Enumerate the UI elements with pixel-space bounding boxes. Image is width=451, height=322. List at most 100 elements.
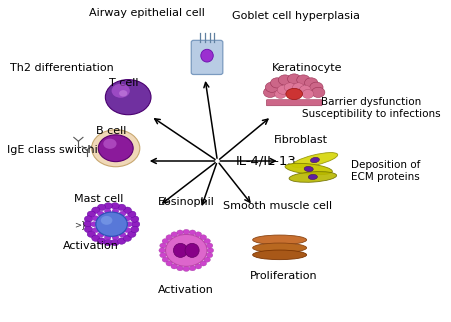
- Circle shape: [263, 87, 276, 98]
- Text: Keratinocyte: Keratinocyte: [271, 63, 341, 73]
- Ellipse shape: [184, 243, 199, 257]
- FancyBboxPatch shape: [191, 40, 222, 74]
- Circle shape: [183, 266, 189, 271]
- Circle shape: [292, 83, 304, 92]
- Circle shape: [98, 135, 133, 162]
- Text: Deposition of
ECM proteins: Deposition of ECM proteins: [350, 160, 419, 182]
- Circle shape: [96, 212, 127, 236]
- Ellipse shape: [291, 153, 337, 167]
- Text: T cell: T cell: [109, 78, 138, 88]
- Text: Proliferation: Proliferation: [249, 271, 317, 281]
- Ellipse shape: [285, 163, 331, 175]
- Circle shape: [299, 85, 310, 94]
- Text: >}: >}: [74, 220, 87, 229]
- Circle shape: [104, 239, 112, 246]
- Circle shape: [104, 203, 112, 209]
- Circle shape: [123, 235, 131, 242]
- Circle shape: [104, 209, 111, 214]
- Circle shape: [131, 221, 139, 227]
- Circle shape: [296, 75, 309, 85]
- Circle shape: [105, 80, 151, 115]
- Circle shape: [119, 232, 125, 237]
- Circle shape: [92, 216, 99, 221]
- Circle shape: [176, 266, 183, 271]
- Circle shape: [92, 207, 100, 213]
- Circle shape: [270, 78, 283, 88]
- Circle shape: [110, 239, 119, 246]
- Circle shape: [159, 253, 166, 258]
- Circle shape: [206, 253, 212, 258]
- Circle shape: [130, 226, 138, 232]
- Circle shape: [127, 231, 136, 237]
- Circle shape: [301, 90, 313, 99]
- Circle shape: [84, 226, 92, 232]
- Ellipse shape: [310, 157, 319, 163]
- Circle shape: [170, 264, 177, 269]
- Text: Th2 differentiation: Th2 differentiation: [10, 63, 113, 73]
- Circle shape: [103, 139, 116, 149]
- Text: B cell: B cell: [96, 126, 126, 136]
- Circle shape: [311, 87, 324, 98]
- Circle shape: [159, 243, 166, 248]
- Text: IgE class switching: IgE class switching: [7, 145, 112, 155]
- Circle shape: [159, 248, 165, 253]
- Circle shape: [92, 235, 100, 242]
- Circle shape: [92, 227, 99, 232]
- Circle shape: [287, 74, 300, 84]
- Circle shape: [117, 238, 125, 244]
- Circle shape: [101, 216, 112, 225]
- Ellipse shape: [285, 88, 302, 99]
- Circle shape: [284, 83, 295, 92]
- Circle shape: [119, 90, 127, 97]
- Circle shape: [97, 211, 104, 216]
- Circle shape: [87, 231, 95, 237]
- Text: Barrier dysfunction
Susceptibility to infections: Barrier dysfunction Susceptibility to in…: [301, 97, 439, 119]
- Circle shape: [309, 82, 322, 92]
- Circle shape: [97, 204, 106, 211]
- Text: Smooth muscle cell: Smooth muscle cell: [222, 201, 331, 211]
- Circle shape: [165, 234, 207, 266]
- Circle shape: [176, 230, 183, 235]
- Ellipse shape: [252, 243, 306, 253]
- Circle shape: [203, 257, 210, 262]
- Text: Fibroblast: Fibroblast: [273, 135, 327, 145]
- Circle shape: [189, 230, 195, 235]
- Circle shape: [183, 229, 189, 234]
- Ellipse shape: [252, 250, 306, 260]
- Circle shape: [125, 222, 132, 227]
- Text: Goblet cell hyperplasia: Goblet cell hyperplasia: [232, 11, 359, 21]
- Circle shape: [87, 211, 95, 217]
- Circle shape: [276, 85, 288, 94]
- Circle shape: [199, 261, 206, 266]
- Circle shape: [162, 257, 168, 262]
- Circle shape: [265, 82, 278, 92]
- Circle shape: [194, 264, 201, 269]
- Circle shape: [166, 261, 172, 266]
- Ellipse shape: [308, 175, 317, 180]
- Circle shape: [112, 209, 119, 214]
- Circle shape: [304, 78, 317, 88]
- Ellipse shape: [200, 49, 213, 62]
- Ellipse shape: [252, 235, 306, 245]
- Circle shape: [104, 235, 111, 240]
- Circle shape: [124, 227, 130, 232]
- Circle shape: [123, 207, 131, 213]
- Circle shape: [194, 232, 201, 237]
- Circle shape: [112, 235, 119, 240]
- Circle shape: [203, 239, 210, 244]
- Circle shape: [97, 238, 106, 244]
- Circle shape: [124, 216, 130, 221]
- Circle shape: [207, 248, 213, 253]
- Circle shape: [206, 243, 212, 248]
- Circle shape: [117, 204, 125, 211]
- Circle shape: [130, 216, 138, 222]
- Circle shape: [199, 235, 206, 240]
- Circle shape: [189, 266, 195, 271]
- Circle shape: [166, 235, 172, 240]
- Circle shape: [83, 221, 92, 227]
- Circle shape: [278, 75, 291, 85]
- Circle shape: [92, 130, 139, 167]
- Circle shape: [110, 203, 119, 209]
- FancyBboxPatch shape: [266, 100, 321, 106]
- Circle shape: [162, 239, 168, 244]
